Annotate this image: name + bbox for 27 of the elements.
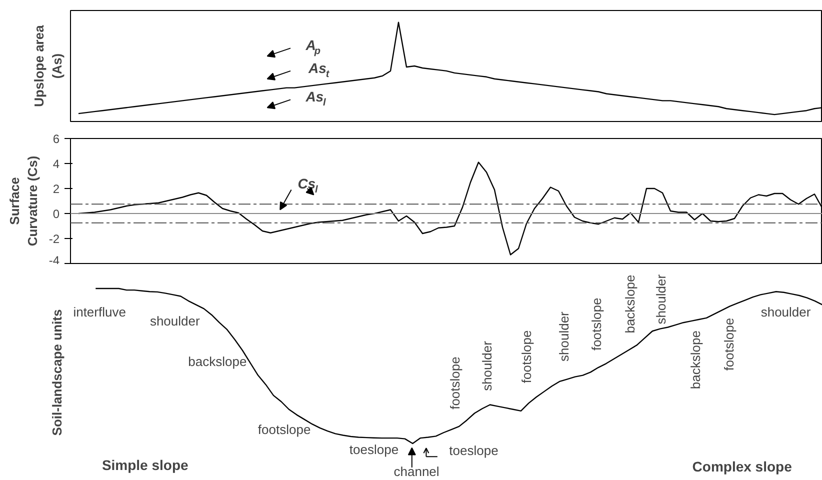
y-tick-label: 0 — [52, 207, 60, 221]
annotation: backslope — [622, 274, 638, 334]
annotation: footslope — [721, 318, 736, 371]
annotation: toeslope — [449, 442, 498, 458]
y-tick-label: 4 — [52, 157, 60, 171]
annotation: shoulder — [760, 304, 812, 320]
annotation: shoulder — [150, 314, 200, 329]
y-axis-title: Surface Curvature (Cs) — [6, 156, 40, 246]
annotation: shoulder — [653, 274, 668, 324]
annotation: backslope — [188, 354, 247, 369]
annotation: footslope — [519, 330, 534, 384]
y-axis-title: Upslope area (As) — [32, 24, 64, 107]
text: Simple slope — [102, 457, 189, 474]
annotation: footslope — [258, 422, 311, 438]
annotation: footslope — [588, 298, 604, 351]
y-tick-label: 2 — [52, 182, 60, 196]
annotation: interfluve — [73, 304, 126, 320]
annotation: footslope — [448, 356, 463, 410]
annotation: toeslope — [349, 442, 399, 458]
text: Complex slope — [692, 458, 792, 475]
annotation: shoulder — [479, 340, 494, 391]
y-tick-label: 6 — [52, 132, 60, 146]
y-axis-title: Soil-landscape units — [50, 309, 64, 436]
annotation: shoulder — [556, 310, 572, 362]
text: channel — [394, 464, 440, 479]
y-tick-label: -2 — [48, 232, 60, 246]
annotation: backslope — [688, 330, 704, 390]
